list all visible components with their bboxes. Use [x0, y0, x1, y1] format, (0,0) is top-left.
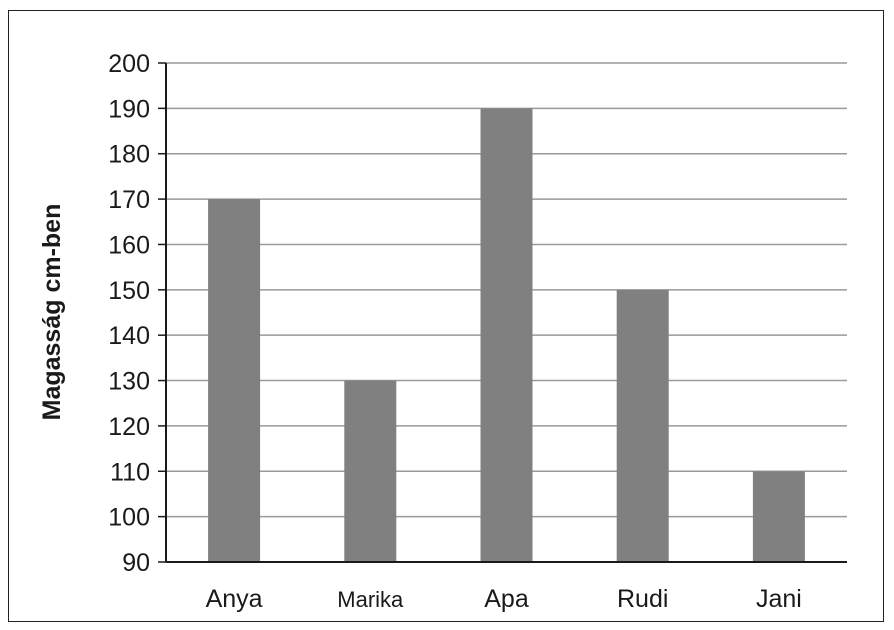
- x-tick-label: Marika: [337, 587, 404, 612]
- bars: [208, 108, 805, 562]
- y-tick-label: 170: [108, 186, 150, 214]
- y-tick-label: 130: [108, 368, 150, 396]
- y-tick-label: 140: [108, 322, 150, 350]
- bar-rudi: [616, 289, 669, 562]
- x-tick-label: Rudi: [617, 585, 668, 613]
- chart-frame: [8, 10, 884, 622]
- x-tick-labels: Anya Marika Apa Rudi Jani: [206, 585, 802, 613]
- y-tick-label: 150: [108, 277, 150, 305]
- y-tick-label: 110: [110, 458, 150, 486]
- y-tick-label: 120: [108, 413, 150, 441]
- y-tick-label: 90: [122, 549, 150, 577]
- x-tick-label: Jani: [756, 585, 802, 613]
- y-tick-labels: 90 100 110 120 130 140 150 160 170 180 190 200: [108, 50, 150, 577]
- y-tick-label: 160: [108, 231, 150, 259]
- bar-marika: [344, 380, 397, 562]
- x-tick-label: Anya: [206, 585, 263, 613]
- bar-apa: [480, 108, 533, 562]
- bar-anya: [208, 199, 261, 562]
- y-tick-label: 180: [108, 141, 150, 169]
- y-tick-label: 190: [108, 95, 150, 123]
- bar-jani: [752, 471, 805, 562]
- axes: [165, 63, 847, 563]
- y-axis-title: Magasság cm-ben: [38, 204, 66, 421]
- y-tick-label: 200: [108, 50, 150, 78]
- x-tick-label: Apa: [484, 585, 529, 613]
- y-tick-label: 100: [108, 504, 150, 532]
